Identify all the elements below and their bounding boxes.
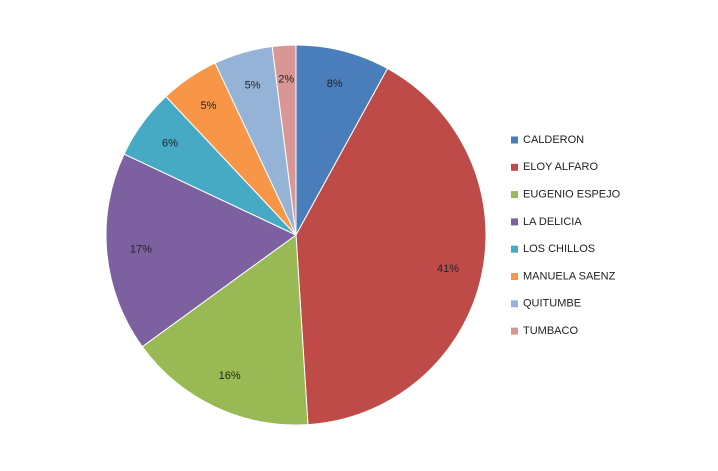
- legend-swatch: [511, 245, 518, 253]
- legend-swatch: [511, 327, 518, 335]
- legend-swatch: [511, 191, 518, 199]
- legend-label: TUMBACO: [523, 325, 578, 337]
- legend-swatch: [511, 273, 518, 280]
- pie-slice: [105, 153, 297, 348]
- data-label: 2%: [278, 73, 294, 85]
- legend-label: CALDERON: [523, 134, 584, 146]
- pie-slice: [295, 44, 389, 236]
- legend-swatch: [511, 163, 518, 171]
- legend-swatch: [511, 218, 518, 226]
- data-label: 5%: [245, 79, 261, 91]
- data-label: 8%: [327, 78, 343, 90]
- pie-slice: [141, 234, 309, 426]
- legend-swatch: [511, 300, 518, 308]
- legend-label: LOS CHILLOS: [523, 243, 595, 255]
- data-label: 41%: [437, 263, 459, 275]
- data-label: 6%: [162, 137, 178, 149]
- data-label: 5%: [200, 100, 216, 112]
- legend-swatch: [511, 136, 518, 144]
- pie-slice: [295, 67, 487, 426]
- data-label: 16%: [219, 370, 241, 382]
- legend-label: MANUELA SAENZ: [523, 270, 616, 282]
- data-label: 17%: [130, 244, 152, 256]
- pie-slice: [271, 44, 297, 236]
- legend-label: QUITUMBE: [523, 298, 581, 310]
- legend-label: ELOY ALFARO: [523, 161, 598, 173]
- legend-label: LA DELICIA: [523, 216, 582, 228]
- legend-label: EUGENIO ESPEJO: [523, 189, 621, 201]
